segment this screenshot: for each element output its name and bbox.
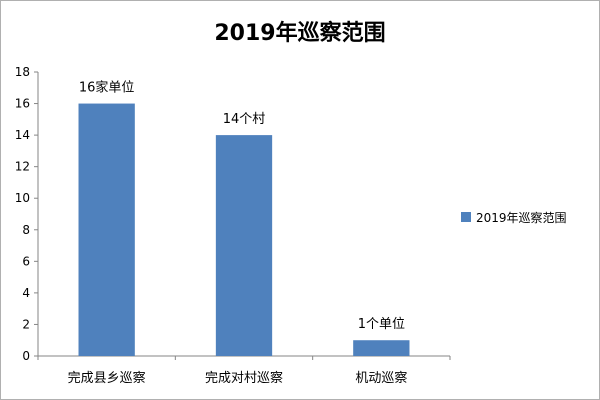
legend-label: 2019年巡察范围: [476, 211, 567, 225]
legend: 2019年巡察范围: [461, 211, 567, 225]
y-tick-label: 8: [22, 223, 30, 237]
y-tick-label: 10: [15, 191, 30, 205]
y-tick-label: 2: [22, 317, 30, 331]
bar-series: 16家单位 14个村 1个单位: [78, 80, 410, 356]
legend-swatch: [461, 212, 471, 222]
y-tick-label: 4: [22, 286, 30, 300]
data-label: 16家单位: [79, 80, 135, 96]
y-tick-label: 6: [22, 254, 30, 268]
x-axis: 完成县乡巡察 完成对村巡察 机动巡察: [37, 355, 451, 386]
chart-title: 2019年巡察范围: [214, 20, 385, 46]
y-tick-label: 0: [22, 349, 30, 363]
bar: [353, 340, 410, 356]
x-tick-label: 完成对村巡察: [205, 371, 283, 386]
data-label: 1个单位: [358, 317, 405, 332]
y-axis: 0 2 4 6 8 10 12 14 16 18: [15, 65, 39, 363]
x-tick-label: 完成县乡巡察: [68, 371, 146, 386]
y-tick-label: 18: [15, 65, 30, 79]
bar: [215, 135, 273, 356]
data-label: 14个村: [223, 112, 266, 127]
bar: [78, 103, 135, 356]
y-tick-label: 14: [15, 128, 30, 142]
y-tick-label: 12: [15, 160, 30, 174]
x-tick-label: 机动巡察: [355, 371, 407, 386]
y-tick-label: 16: [15, 97, 30, 111]
